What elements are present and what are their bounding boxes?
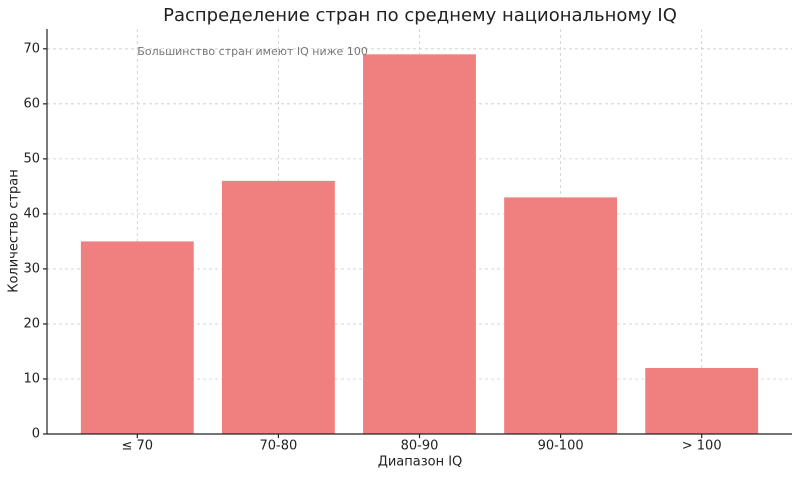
bar xyxy=(221,180,335,434)
y-tick-label: 40 xyxy=(23,206,40,221)
bar xyxy=(504,197,618,434)
x-tick-label: > 100 xyxy=(682,439,722,454)
y-axis-label: Количество стран xyxy=(7,169,22,293)
y-tick-label: 10 xyxy=(23,371,40,386)
x-tick-label: 70-80 xyxy=(260,439,298,454)
y-tick-label: 20 xyxy=(23,316,40,331)
bar xyxy=(80,241,194,434)
y-tick-label: 50 xyxy=(23,151,40,166)
y-tick-label: 0 xyxy=(32,427,40,442)
y-tick-label: 60 xyxy=(23,96,40,111)
annotation: Большинство стран имеют IQ ниже 100 xyxy=(137,45,368,58)
bar xyxy=(645,367,759,434)
x-tick-label: 80-90 xyxy=(401,439,439,454)
y-tick-label: 70 xyxy=(23,41,40,56)
x-axis-label: Диапазон IQ xyxy=(378,455,463,470)
x-tick-label: 90-100 xyxy=(538,439,584,454)
y-tick-label: 30 xyxy=(23,261,40,276)
bar xyxy=(363,54,476,434)
x-tick-label: ≤ 70 xyxy=(122,439,154,454)
chart-title: Распределение стран по среднему национал… xyxy=(163,5,677,26)
